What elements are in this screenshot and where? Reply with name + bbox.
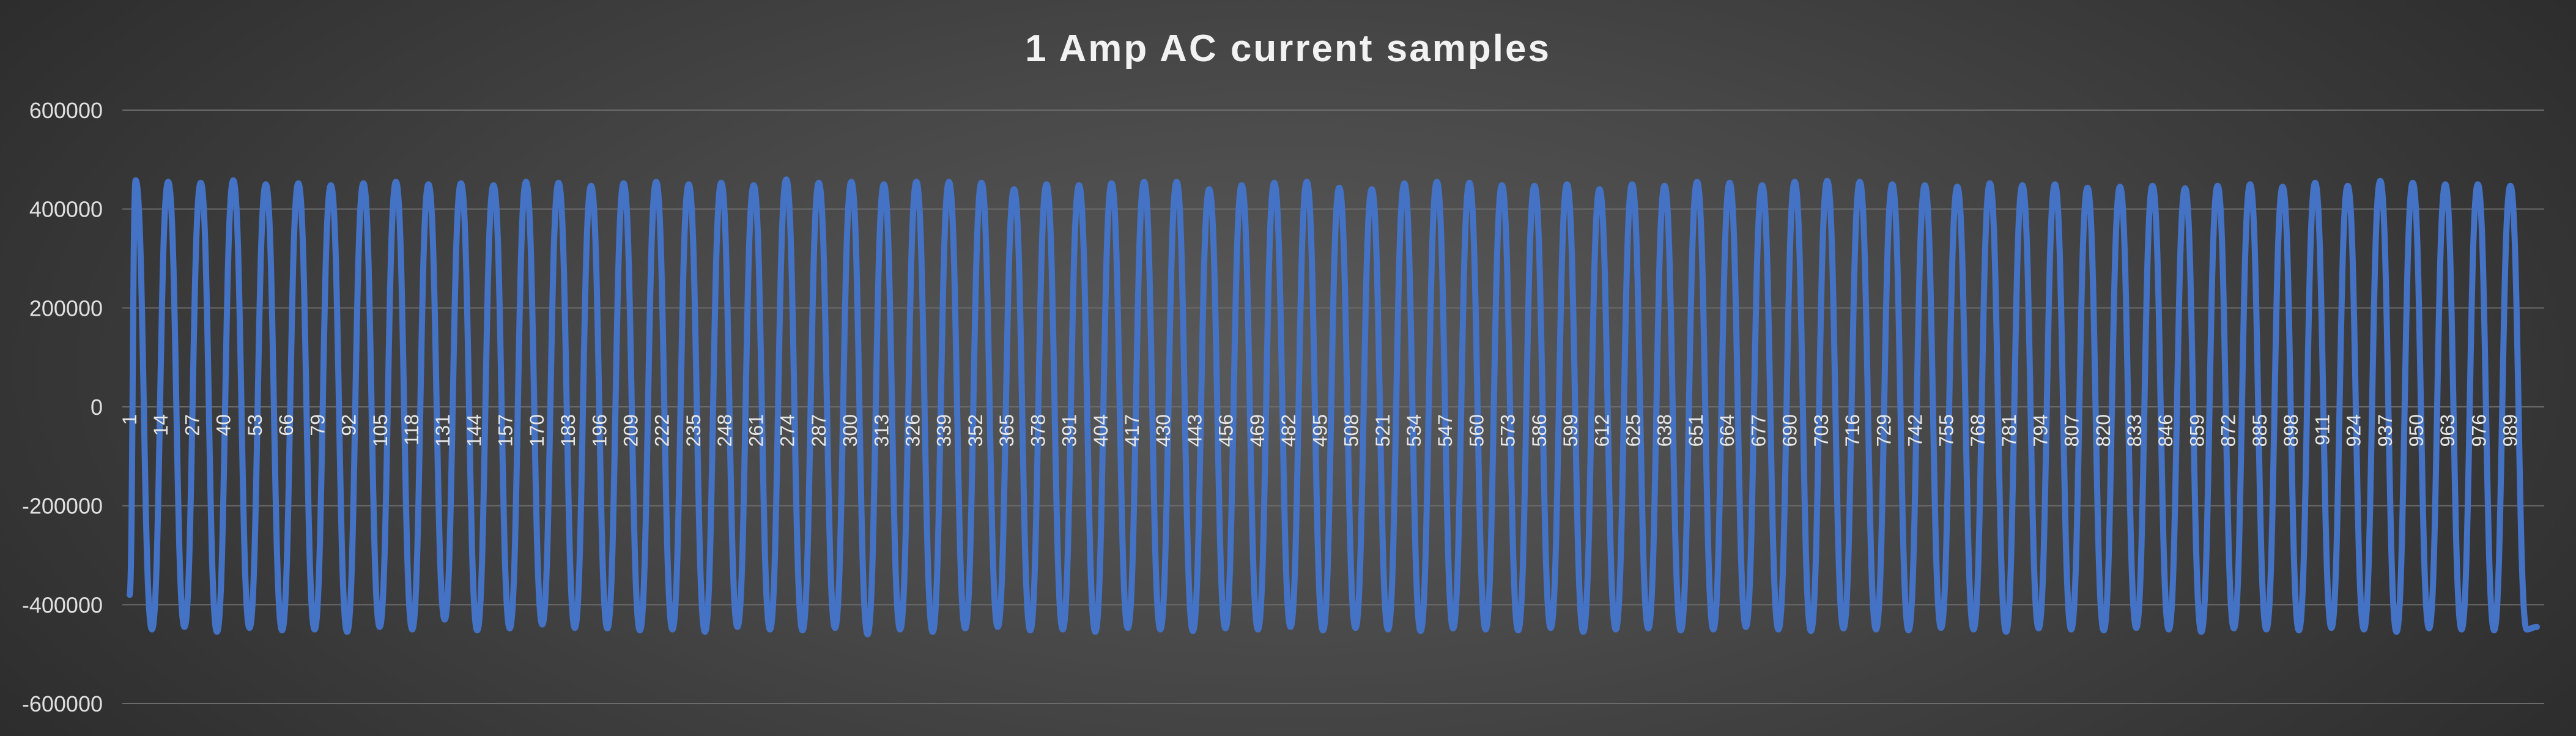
x-tick-label: 300 xyxy=(839,414,861,447)
x-tick-label: 144 xyxy=(463,414,485,447)
x-tick-label: 729 xyxy=(1873,414,1895,447)
x-tick-label: 781 xyxy=(1998,414,2020,447)
x-tick-label: 846 xyxy=(2155,414,2177,447)
x-tick-label: 1 xyxy=(119,414,141,425)
x-tick-label: 859 xyxy=(2186,414,2208,447)
x-tick-label: 274 xyxy=(777,414,799,447)
x-tick-label: 27 xyxy=(181,414,203,436)
x-tick-label: 131 xyxy=(432,414,454,447)
x-tick-label: 794 xyxy=(2029,414,2051,447)
x-tick-label: 807 xyxy=(2061,414,2083,447)
x-tick-label: 664 xyxy=(1716,414,1738,447)
x-tick-label: 79 xyxy=(306,414,328,436)
x-tick-label: 989 xyxy=(2500,414,2522,447)
x-tick-label: 911 xyxy=(2311,414,2333,445)
x-tick-label: 742 xyxy=(1904,414,1926,447)
x-tick-label: 209 xyxy=(620,414,642,447)
x-tick-label: 339 xyxy=(933,414,955,447)
x-tick-label: 248 xyxy=(714,414,736,447)
x-axis-tick-labels: 1 14 27 40 53 66 79 92 105 118 131 144 157 170 183 196 2… xyxy=(119,414,2522,447)
x-tick-label: 924 xyxy=(2343,414,2365,447)
y-tick-label: 200000 xyxy=(29,296,103,321)
x-tick-label: 378 xyxy=(1027,414,1049,447)
series-line xyxy=(127,176,2540,637)
x-tick-label: 313 xyxy=(870,414,892,447)
x-tick-label: 547 xyxy=(1434,414,1456,447)
x-tick-label: 703 xyxy=(1810,414,1832,447)
x-tick-label: 651 xyxy=(1685,414,1707,447)
x-tick-label: 261 xyxy=(745,414,767,447)
x-tick-label: 768 xyxy=(1967,414,1989,447)
x-tick-label: 508 xyxy=(1341,414,1363,447)
x-tick-label: 625 xyxy=(1623,414,1645,447)
x-tick-label: 560 xyxy=(1465,414,1487,447)
x-tick-label: 586 xyxy=(1528,414,1550,447)
x-tick-label: 469 xyxy=(1246,414,1268,447)
y-tick-label: 0 xyxy=(91,395,103,420)
x-tick-label: 599 xyxy=(1560,414,1582,447)
x-tick-label: 40 xyxy=(213,414,235,436)
x-tick-label: 430 xyxy=(1152,414,1174,447)
y-tick-label: -200000 xyxy=(22,494,103,519)
x-tick-label: 235 xyxy=(683,414,705,447)
x-tick-label: 443 xyxy=(1183,414,1205,447)
x-tick-label: 417 xyxy=(1121,414,1143,447)
x-tick-label: 14 xyxy=(150,414,172,436)
x-tick-label: 222 xyxy=(651,414,673,447)
y-tick-label: 600000 xyxy=(29,98,103,123)
x-tick-label: 690 xyxy=(1779,414,1801,447)
x-tick-label: 326 xyxy=(901,414,923,447)
x-tick-label: 352 xyxy=(964,414,986,447)
x-tick-label: 105 xyxy=(369,414,391,447)
x-tick-label: 456 xyxy=(1215,414,1237,447)
x-tick-label: 950 xyxy=(2405,414,2427,447)
x-tick-label: 612 xyxy=(1591,414,1613,447)
x-tick-label: 118 xyxy=(401,414,423,445)
x-tick-label: 534 xyxy=(1403,414,1425,447)
x-tick-label: 898 xyxy=(2280,414,2302,447)
x-tick-label: 365 xyxy=(996,414,1018,447)
x-tick-label: 963 xyxy=(2437,414,2459,447)
x-tick-label: 404 xyxy=(1090,414,1112,447)
y-tick-label: -400000 xyxy=(22,592,103,617)
x-tick-label: 937 xyxy=(2374,414,2396,447)
x-tick-label: 183 xyxy=(557,414,579,447)
x-tick-label: 53 xyxy=(244,414,266,436)
x-tick-label: 833 xyxy=(2123,414,2145,447)
x-tick-label: 482 xyxy=(1278,414,1300,447)
x-tick-label: 755 xyxy=(1936,414,1958,447)
x-tick-label: 820 xyxy=(2092,414,2114,447)
x-tick-label: 287 xyxy=(808,414,830,447)
series-layer xyxy=(127,176,2540,637)
y-tick-label: 400000 xyxy=(29,197,103,222)
x-tick-label: 157 xyxy=(495,414,517,447)
y-tick-label: -600000 xyxy=(22,691,103,716)
x-tick-label: 66 xyxy=(275,414,297,436)
chart-title: 1 Amp AC current samples xyxy=(1025,28,1551,70)
x-tick-label: 716 xyxy=(1841,414,1864,447)
x-tick-label: 638 xyxy=(1654,414,1676,447)
x-tick-label: 495 xyxy=(1309,414,1331,447)
x-tick-label: 521 xyxy=(1372,414,1394,447)
x-tick-label: 872 xyxy=(2218,414,2240,447)
x-tick-label: 677 xyxy=(1747,414,1769,447)
x-tick-label: 573 xyxy=(1497,414,1519,447)
x-tick-label: 92 xyxy=(338,414,360,436)
x-tick-label: 885 xyxy=(2249,414,2271,447)
x-tick-label: 391 xyxy=(1059,414,1081,447)
y-axis-tick-labels: 600000 400000 200000 0 -200000 -400000 -600000 xyxy=(22,98,103,716)
x-tick-label: 170 xyxy=(526,414,548,447)
x-tick-label: 196 xyxy=(588,414,610,447)
x-tick-label: 976 xyxy=(2468,414,2490,447)
